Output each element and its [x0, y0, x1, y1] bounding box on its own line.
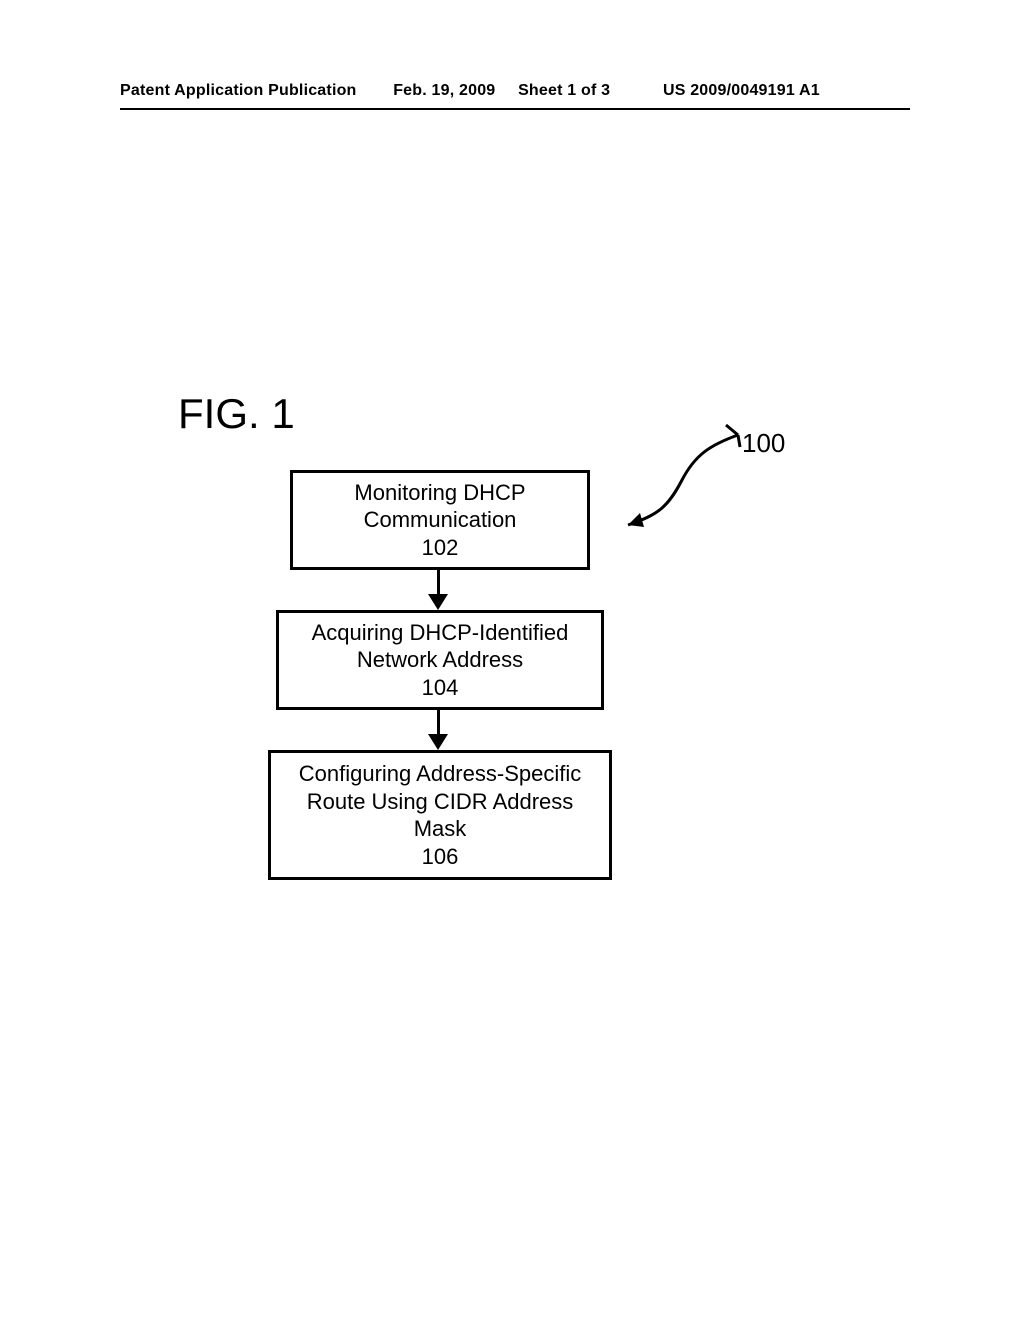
- flowchart-node-n2: Acquiring DHCP-IdentifiedNetwork Address…: [276, 610, 604, 710]
- header-doc-number: US 2009/0049191 A1: [663, 82, 820, 100]
- flowchart-node-n3-line: Route Using CIDR Address: [307, 788, 574, 816]
- header-date: Feb. 19, 2009: [393, 82, 495, 100]
- flowchart-node-n1: Monitoring DHCPCommunication102: [290, 470, 590, 570]
- header-publication-label: Patent Application Publication: [120, 82, 357, 100]
- flowchart-node-n2-line: Network Address: [357, 646, 523, 674]
- flowchart-arrow-n1-n2-head: [428, 594, 448, 610]
- header-rule: [120, 108, 910, 110]
- patent-figure-page: Patent Application Publication Feb. 19, …: [0, 0, 1024, 1320]
- header-text-line: Patent Application Publication Feb. 19, …: [120, 82, 910, 100]
- flowchart-node-n2-line: 104: [422, 674, 459, 702]
- header-sheet: Sheet 1 of 3: [518, 82, 610, 100]
- flowchart-node-n1-line: 102: [422, 534, 459, 562]
- flowchart-node-n1-line: Monitoring DHCP: [354, 479, 525, 507]
- flowchart-node-n3: Configuring Address-SpecificRoute Using …: [268, 750, 612, 880]
- flowchart-node-n3-line: Mask: [414, 815, 467, 843]
- flowchart-node-n1-line: Communication: [364, 506, 517, 534]
- figure-label: FIG. 1: [178, 390, 295, 438]
- flowchart-node-n2-line: Acquiring DHCP-Identified: [312, 619, 569, 647]
- flowchart-arrow-n2-n3-shaft: [437, 710, 440, 734]
- leader-curve: [610, 415, 750, 535]
- flowchart-arrow-n2-n3-head: [428, 734, 448, 750]
- flowchart-arrow-n1-n2-shaft: [437, 570, 440, 594]
- flowchart-node-n3-line: Configuring Address-Specific: [299, 760, 581, 788]
- flowchart-node-n3-line: 106: [422, 843, 459, 871]
